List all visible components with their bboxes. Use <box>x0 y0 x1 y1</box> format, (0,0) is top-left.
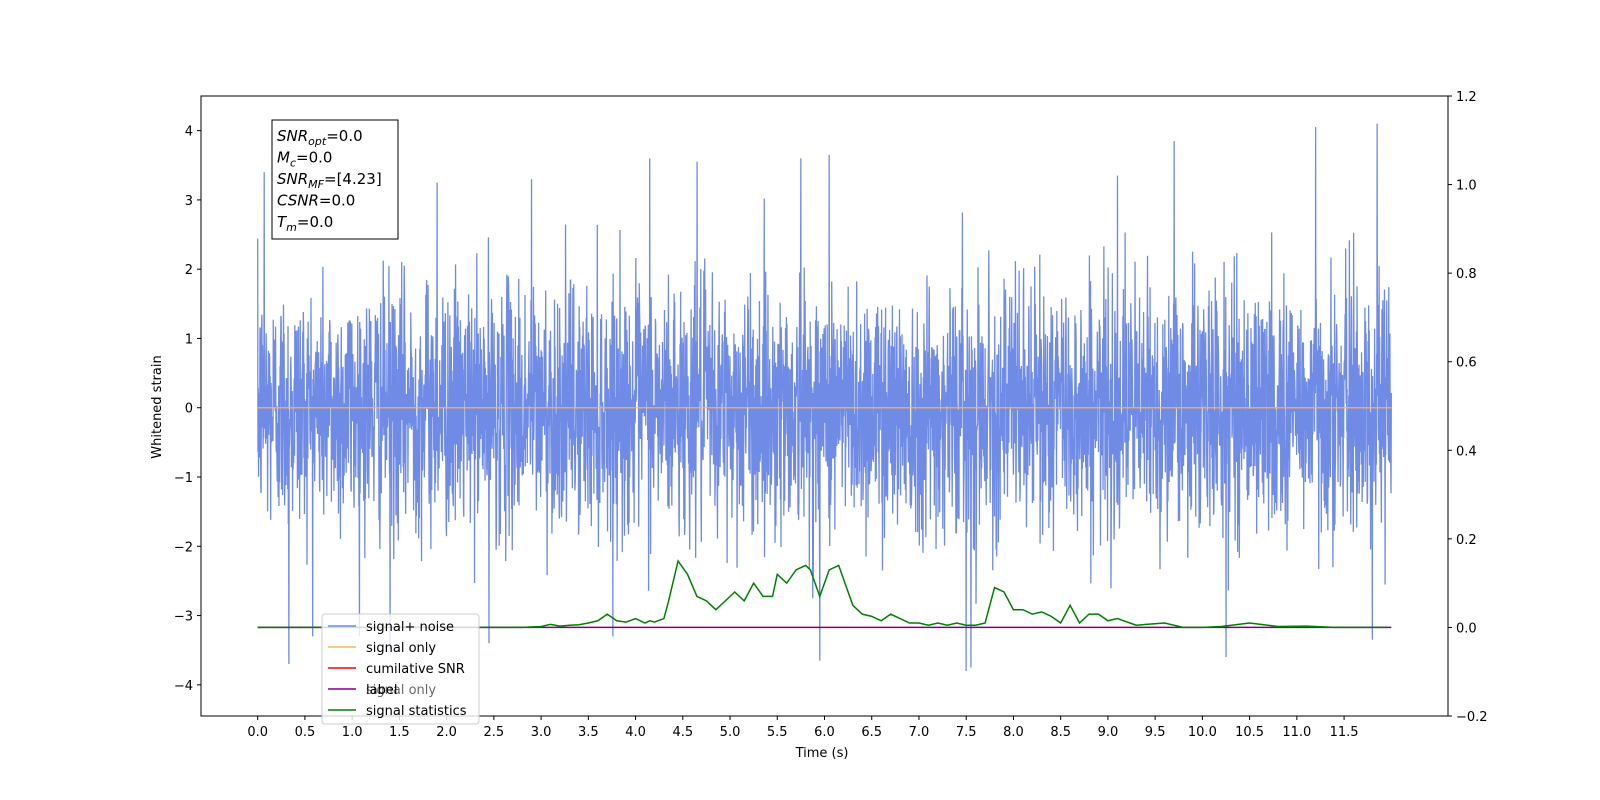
y2-tick-label: −0.2 <box>1456 710 1488 725</box>
y2-tick-label: 1.2 <box>1456 90 1477 105</box>
x-tick-label: 7.0 <box>909 725 930 740</box>
x-tick-label: 1.5 <box>389 725 410 740</box>
y-tick-label: 3 <box>185 194 193 209</box>
y-tick-label: −3 <box>174 610 193 625</box>
x-tick-label: 3.5 <box>578 725 599 740</box>
legend-frame <box>321 613 480 725</box>
y2-tick-label: 1.0 <box>1456 179 1477 194</box>
x-tick-label: 6.5 <box>861 725 882 740</box>
x-tick-label: 5.0 <box>720 725 741 740</box>
legend: signal+ noise signal only cumilative SNR la… <box>321 613 480 725</box>
y-tick-label: 0 <box>185 402 193 417</box>
legend-label: label <box>366 683 397 698</box>
x-tick-label: 8.0 <box>1003 725 1024 740</box>
x-tick-label: 8.5 <box>1050 725 1071 740</box>
x-tick-label: 0.5 <box>295 725 316 740</box>
x-tick-label: 5.5 <box>767 725 788 740</box>
x-tick-label: 4.0 <box>625 725 646 740</box>
x-tick-label: 9.0 <box>1098 725 1119 740</box>
legend-hidden-label: signal only <box>366 683 436 698</box>
y2-tick-label: 0.8 <box>1456 267 1477 282</box>
x-tick-label: 10.0 <box>1188 725 1217 740</box>
legend-label: signal+ noise <box>366 620 454 635</box>
y-tick-label: −1 <box>174 471 193 486</box>
annotation-line: Mc=0.0 <box>277 149 332 170</box>
signal-noise-line <box>257 123 1392 671</box>
y-tick-label: 1 <box>185 332 193 347</box>
legend-label: cumilative SNR <box>366 662 465 677</box>
x-tick-label: 10.5 <box>1235 725 1264 740</box>
x-axis-label: Time (s) <box>795 746 849 761</box>
x-tick-label: 6.0 <box>814 725 835 740</box>
y-tick-label: 2 <box>185 263 193 278</box>
y2-tick-label: 0.2 <box>1456 533 1477 548</box>
x-tick-label: 7.5 <box>956 725 977 740</box>
x-tick-label: 2.0 <box>436 725 457 740</box>
signal-statistics-line <box>257 559 1387 629</box>
y-tick-label: 4 <box>185 125 193 140</box>
annotation-line: SNRopt=0.0 <box>277 127 363 148</box>
x-tick-label: 1.0 <box>342 725 363 740</box>
y-tick-label: −4 <box>174 679 193 694</box>
y-axis-label: Whitened strain <box>150 355 165 458</box>
annotation-frame <box>271 119 399 240</box>
y-tick-label: −2 <box>174 540 193 555</box>
y2-tick-label: 0.4 <box>1456 444 1477 459</box>
x-tick-label: 9.5 <box>1145 725 1166 740</box>
annotation-line: Tm=0.0 <box>277 213 333 234</box>
annotation-line: CSNR=0.0 <box>277 192 355 210</box>
legend-label: signal only <box>366 641 436 656</box>
legend-label: signal statistics <box>366 704 467 719</box>
annotation-line: SNRMF=[4.23] <box>277 170 382 191</box>
y2-tick-label: 0.0 <box>1456 621 1477 636</box>
x-axis: 0.0 0.5 1.0 1.5 2.0 2.5 3.0 3.5 4.0 4.5 5.0 5.5 6.0 6… <box>247 716 1359 740</box>
x-tick-label: 0.0 <box>247 725 268 740</box>
y2-tick-label: 0.6 <box>1456 356 1477 371</box>
x-tick-label: 4.5 <box>672 725 693 740</box>
series-signal-noise <box>257 123 1392 671</box>
y-axis-right: −0.2 0.0 0.2 0.4 0.6 0.8 1.0 1.2 <box>1448 90 1488 725</box>
plot-area <box>257 123 1392 671</box>
x-tick-label: 2.5 <box>484 725 505 740</box>
x-tick-label: 11.5 <box>1330 725 1359 740</box>
x-tick-label: 3.0 <box>531 725 552 740</box>
y-axis-left: −4 −3 −2 −1 0 1 2 3 4 <box>174 125 201 694</box>
x-tick-label: 11.0 <box>1282 725 1311 740</box>
